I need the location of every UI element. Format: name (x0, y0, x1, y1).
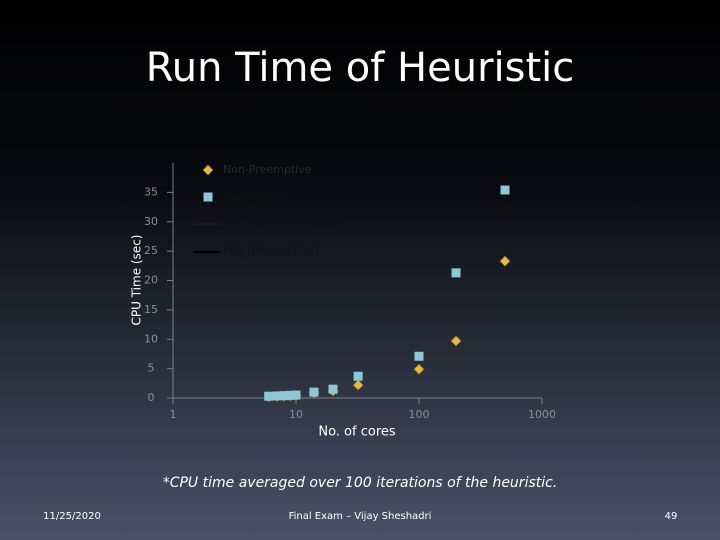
y-tick-label: 30 (144, 215, 158, 228)
page-number: 49 (665, 511, 678, 522)
date: 11/25/2020 (43, 511, 101, 522)
slide-title: Run Time of Heuristic (146, 45, 575, 91)
square-point (272, 391, 282, 401)
diamond-point (413, 363, 425, 375)
y-tick-label: 25 (144, 244, 158, 257)
diamond-point (499, 255, 511, 267)
y-tick-label: 20 (144, 274, 158, 287)
square-point (309, 387, 319, 397)
square-point (414, 351, 424, 361)
square-point (500, 185, 510, 195)
x-tick-label: 10 (289, 408, 303, 421)
square-point (451, 268, 461, 278)
legend-label: Poly.(Non-Preemptive) (223, 217, 345, 230)
square-point (279, 391, 289, 401)
diamond-point (450, 335, 462, 347)
square-point (291, 390, 301, 400)
x-axis-label: No. of cores (318, 425, 396, 440)
y-axis-label: CPU Time (sec) (130, 235, 144, 326)
diamond-point (352, 379, 364, 391)
y-tick-label: 0 (148, 391, 155, 404)
square-point (285, 390, 295, 400)
y-tick-label: 5 (148, 362, 155, 375)
legend-label: Non-Preemptive (223, 163, 312, 176)
diamond-point (202, 164, 214, 176)
y-tick-label: 35 (144, 185, 158, 198)
square-point (203, 192, 213, 202)
square-point (328, 384, 338, 394)
footnote: *CPU time averaged over 100 iterations o… (163, 475, 558, 491)
legend-label: Poly.(Preemptive) (223, 245, 319, 258)
legend-label: Preemptive (223, 190, 286, 203)
x-tick-label: 100 (409, 408, 430, 421)
x-tick-label: 1 (170, 408, 177, 421)
footer: Final Exam – Vijay Sheshadri (289, 511, 432, 522)
y-tick-label: 10 (144, 332, 158, 345)
square-point (353, 371, 363, 381)
square-point (264, 391, 274, 401)
y-tick-label: 15 (144, 303, 158, 316)
x-tick-label: 1000 (528, 408, 556, 421)
